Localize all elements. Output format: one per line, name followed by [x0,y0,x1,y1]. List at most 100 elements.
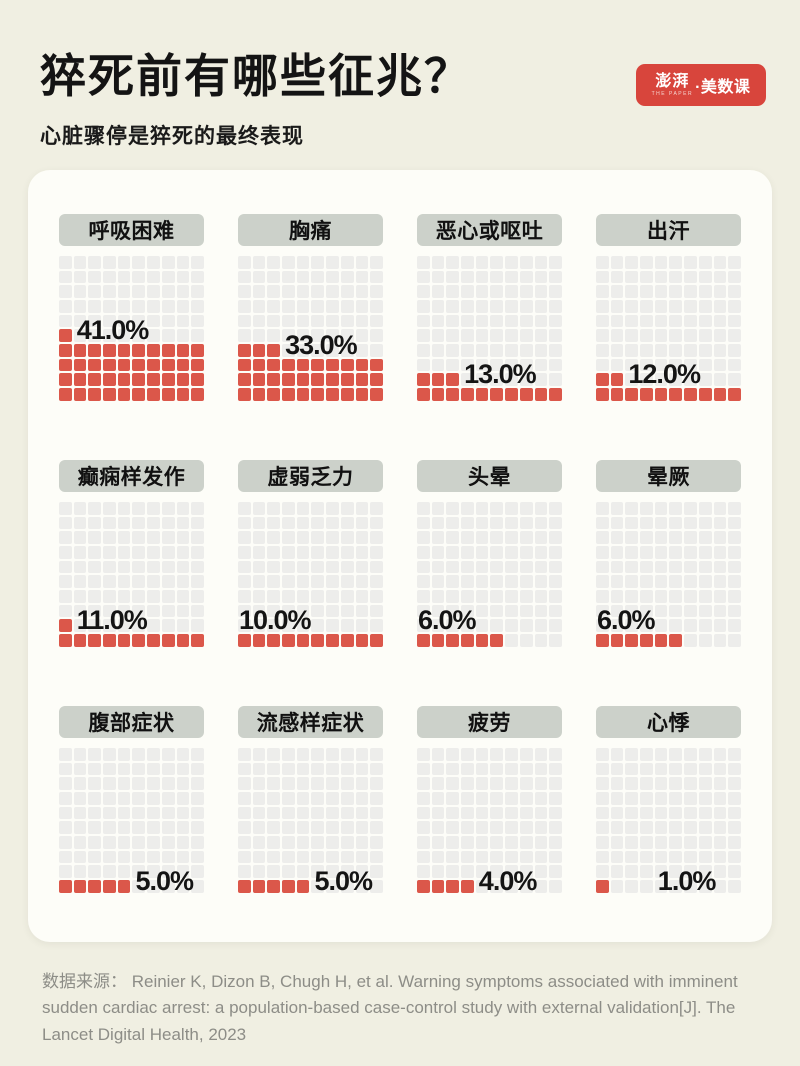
waffle-cell-empty [417,344,430,357]
waffle-cell-empty [176,880,190,893]
waffle-cell-empty [610,806,624,820]
waffle-cell-empty [103,806,116,820]
waffle-cell-empty [326,777,339,790]
waffle-cell-filled [161,388,175,401]
waffle-cell-empty [610,285,624,298]
waffle-cell-empty [654,777,668,790]
waffle-cell-filled [88,344,102,357]
waffle-cell-empty [549,501,562,515]
waffle-cell-empty [431,285,445,298]
waffle-cell-empty [103,575,116,589]
waffle-cell-empty [596,545,609,559]
waffle-cell-empty [596,762,609,776]
waffle-cell-filled [326,358,339,372]
waffle-cell-empty [117,865,131,879]
waffle-cell-filled [519,388,533,401]
waffle-cell-empty [475,836,489,849]
waffle-cell-empty [475,299,489,313]
symptom-badge: 呼吸困难 [59,213,204,246]
waffle-cell-empty [311,560,325,574]
waffle-cell-empty [103,501,116,515]
waffle-cell-empty [596,777,609,790]
waffle-cell-filled [490,388,504,401]
waffle-cell-empty [147,501,160,515]
waffle-cell-filled [596,388,609,401]
waffle-cell-empty [549,604,562,618]
waffle-cell-empty [282,575,295,589]
waffle-cell-empty [296,836,310,849]
waffle-cell-empty [340,590,354,603]
waffle-cell-empty [417,299,430,313]
waffle-cell-empty [534,344,548,357]
waffle-cell-empty [684,270,697,284]
waffle-cell-empty [176,560,190,574]
waffle-cell-filled [684,388,697,401]
percent-label: 13.0% [464,359,537,390]
waffle-cell-filled [191,373,204,387]
waffle-cell-empty [475,821,489,835]
waffle-cell-empty [713,747,727,761]
waffle-cell-empty [461,329,474,343]
waffle-cell-empty [132,619,146,633]
waffle-cell-empty [446,850,460,864]
waffle-cell-empty [147,545,160,559]
waffle-cell-empty [490,850,504,864]
waffle-cell-empty [698,619,712,633]
waffle-cell-empty [625,865,639,879]
waffle-cell-empty [132,516,146,530]
waffle-cell-empty [640,373,653,387]
waffle-cell-filled [669,634,683,647]
waffle-cell-empty [505,619,518,633]
waffle-cell-empty [654,762,668,776]
waffle-cell-empty [505,865,518,879]
waffle-cell-empty [698,604,712,618]
waffle-cell-empty [698,850,712,864]
waffle-cell-empty [267,531,281,544]
percent-label: 12.0% [628,359,701,390]
waffle-cell-filled [267,388,281,401]
waffle-cell-empty [475,516,489,530]
waffle-cell-empty [728,836,741,849]
waffle-cell-filled [461,388,474,401]
waffle-cell-empty [728,545,741,559]
waffle-cell-filled [431,880,445,893]
symptom-badge: 出汗 [596,213,741,246]
waffle-cell-empty [73,865,87,879]
waffle-cell-empty [311,314,325,328]
waffle-cell-empty [340,329,354,343]
waffle-cell-empty [340,865,354,879]
waffle-cell-empty [698,285,712,298]
waffle-cell-empty [684,501,697,515]
waffle-cell-empty [549,531,562,544]
waffle-cell-empty [191,560,204,574]
waffle-cell-empty [238,850,251,864]
brand-logo-cn: 澎湃 [655,72,690,90]
waffle-cell-empty [132,299,146,313]
waffle-cell-empty [296,575,310,589]
waffle-cell-empty [238,821,251,835]
waffle-cell-empty [176,314,190,328]
waffle-cell-empty [625,590,639,603]
waffle-cell-empty [431,299,445,313]
waffle-chart: 6.0% [596,501,741,647]
waffle-cell-empty [267,791,281,805]
waffle-cell-empty [238,604,251,618]
waffle-cell-empty [117,604,131,618]
waffle-cell-empty [326,314,339,328]
waffle-cell-empty [147,604,160,618]
waffle-chart: 12.0% [596,255,741,401]
waffle-cell-empty [103,255,116,269]
waffle-cell-empty [519,545,533,559]
waffle-cell-empty [191,747,204,761]
waffle-cell-empty [461,270,474,284]
waffle-cell-filled [103,388,116,401]
waffle-cell-empty [654,880,668,893]
waffle-cell-empty [713,634,727,647]
waffle-cell-empty [490,545,504,559]
waffle-cell-empty [713,791,727,805]
waffle-cell-filled [640,388,653,401]
waffle-cell-empty [713,560,727,574]
waffle-cell-empty [654,865,668,879]
waffle-cell-empty [728,270,741,284]
waffle-cell-empty [311,806,325,820]
